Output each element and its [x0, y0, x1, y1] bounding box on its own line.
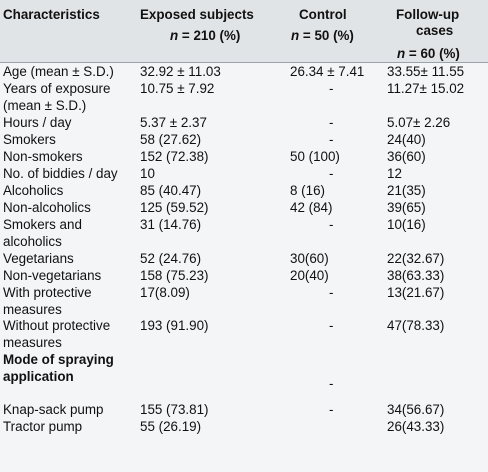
control-value: - [329, 285, 334, 300]
followup-value: 21(35) [387, 183, 426, 198]
row-label-line: No. of biddies / day [3, 166, 118, 181]
row-label-line: Years of exposure [3, 81, 111, 96]
control-value: - [329, 376, 334, 391]
followup-value: 33.55± 11.55 [387, 64, 465, 79]
row-label-line: Non-vegetarians [3, 268, 102, 283]
header-exposed-subjects: Exposed subjects [140, 7, 254, 22]
exposed-value: 125 (59.52) [140, 200, 209, 215]
row-label: Tractor pump [3, 419, 82, 436]
followup-value: 39(65) [387, 200, 426, 215]
exposed-value: 55 (26.19) [140, 419, 202, 434]
exposed-value: 17(8.09) [140, 285, 190, 300]
row-label-line: Tractor pump [3, 419, 83, 434]
row-label: Smokers [3, 132, 56, 149]
row-label: With protective measures [3, 285, 92, 318]
row-label: Knap-sack pump [3, 402, 103, 419]
row-label-line: Smokers [3, 132, 56, 147]
row-label: Hours / day [3, 115, 71, 132]
header-followup-line1: Follow-up [396, 7, 460, 22]
exposed-value: 85 (40.47) [140, 183, 202, 198]
header-control: Control [299, 7, 347, 22]
exposed-value: 158 (75.23) [140, 268, 209, 283]
followup-value: 38(63.33) [387, 268, 445, 283]
followup-value: 10(16) [387, 217, 426, 232]
header-followup-line2: cases [416, 23, 454, 38]
row-label: Vegetarians [3, 251, 74, 268]
followup-value: 5.07± 2.26 [387, 115, 451, 130]
row-label: Age (mean ± S.D.) [3, 64, 114, 81]
control-value: 42 (84) [290, 200, 333, 215]
row-label-line: Without protective [3, 318, 111, 333]
control-value: - [329, 217, 334, 232]
followup-value: 12 [387, 166, 402, 181]
control-value: 50 (100) [290, 149, 340, 164]
exposed-value: 10.75 ± 7.92 [140, 81, 215, 96]
row-label-line: measures [3, 334, 62, 350]
row-label-line: Non-smokers [3, 149, 83, 164]
control-value: - [329, 132, 334, 147]
row-label-line: Mode of spraying [3, 352, 114, 367]
control-value: - [329, 318, 334, 333]
control-value: 26.34 ± 7.41 [290, 64, 365, 79]
row-label-line: measures [3, 301, 62, 317]
row-label-line: Age (mean ± S.D.) [3, 64, 114, 79]
row-label: Non-alcoholics [3, 200, 91, 217]
row-label: Years of exposure (mean ± S.D.) [3, 81, 110, 114]
control-value: 30(60) [290, 251, 329, 266]
followup-value: 13(21.67) [387, 285, 445, 300]
row-label-line: With protective [3, 285, 92, 300]
row-label-line: Hours / day [3, 115, 72, 130]
row-label-line: Knap-sack pump [3, 402, 104, 417]
followup-value: 24(40) [387, 132, 426, 147]
followup-value: 11.27± 15.02 [387, 81, 465, 96]
control-value: - [329, 166, 334, 181]
row-label: Non-smokers [3, 149, 83, 166]
header-control-n: n = 50 (%) [291, 28, 354, 43]
row-label-line: Non-alcoholics [3, 200, 91, 215]
followup-value: 26(43.33) [387, 419, 445, 434]
exposed-value: 5.37 ± 2.37 [140, 115, 207, 130]
followup-value: 34(56.67) [387, 402, 445, 417]
control-value: - [329, 115, 334, 130]
row-label-line: Smokers and [3, 217, 82, 232]
exposed-value: 31 (14.76) [140, 217, 202, 232]
exposed-value: 58 (27.62) [140, 132, 202, 147]
row-label-line: Alcoholics [3, 183, 64, 198]
exposed-value: 10 [140, 166, 155, 181]
row-label: Alcoholics [3, 183, 63, 200]
row-label-line: Vegetarians [3, 251, 74, 266]
followup-value: 22(32.67) [387, 251, 445, 266]
control-value: - [329, 81, 334, 96]
control-value: 8 (16) [290, 183, 325, 198]
row-label: Smokers and alcoholics [3, 217, 82, 250]
row-label: No. of biddies / day [3, 166, 118, 183]
exposed-value: 155 (73.81) [140, 402, 209, 417]
followup-value: 36(60) [387, 149, 426, 164]
row-label-line: application [3, 368, 74, 384]
row-label: Non-vegetarians [3, 268, 101, 285]
row-label-line: (mean ± S.D.) [3, 97, 87, 113]
header-exposed-n: n = 210 (%) [170, 28, 241, 43]
control-value: - [329, 402, 334, 417]
exposed-value: 193 (91.90) [140, 318, 209, 333]
row-label: Mode of spraying application [3, 352, 114, 385]
table-header: Characteristics Exposed subjects Control… [0, 0, 488, 63]
header-followup-n: n = 60 (%) [397, 46, 460, 61]
control-value: 20(40) [290, 268, 329, 283]
exposed-value: 32.92 ± 11.03 [140, 64, 221, 79]
exposed-value: 152 (72.38) [140, 149, 209, 164]
row-label: Without protective measures [3, 318, 110, 351]
followup-value: 47(78.33) [387, 318, 445, 333]
header-characteristics: Characteristics [3, 7, 100, 22]
row-label-line: alcoholics [3, 233, 62, 249]
exposed-value: 52 (24.76) [140, 251, 202, 266]
